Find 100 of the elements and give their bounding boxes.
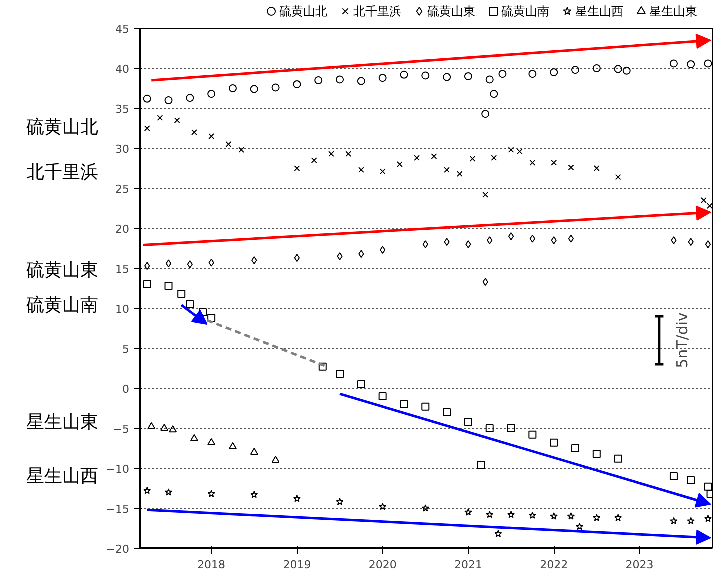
point xyxy=(228,84,237,92)
point xyxy=(157,115,164,122)
y-tick-label: 35 xyxy=(116,103,130,116)
y-tick-label: −20 xyxy=(106,543,130,556)
point xyxy=(567,512,576,520)
point xyxy=(670,517,678,525)
point xyxy=(378,392,387,400)
point xyxy=(704,514,712,522)
point xyxy=(576,522,584,530)
point xyxy=(191,130,198,136)
point xyxy=(314,76,323,84)
point xyxy=(250,85,258,94)
point xyxy=(346,151,352,158)
point xyxy=(311,158,318,164)
point xyxy=(507,424,516,432)
point xyxy=(208,258,214,267)
point xyxy=(671,236,677,244)
point xyxy=(396,162,403,168)
point xyxy=(528,430,537,439)
point xyxy=(431,154,438,160)
legend-label: 星生山西 xyxy=(576,4,624,18)
point xyxy=(470,156,476,162)
point xyxy=(336,370,344,378)
point xyxy=(160,424,168,432)
point xyxy=(164,96,173,104)
point xyxy=(443,73,452,82)
point xyxy=(380,246,386,254)
point xyxy=(187,260,193,268)
y-tick-label: 45 xyxy=(116,23,130,36)
point xyxy=(486,424,494,432)
point xyxy=(614,454,622,463)
point xyxy=(174,118,180,124)
point xyxy=(615,174,622,180)
point xyxy=(166,260,172,268)
text: 硫黄山東 xyxy=(26,260,98,281)
point xyxy=(551,236,557,244)
text: 硫黄山北 xyxy=(26,117,98,138)
point xyxy=(508,147,514,154)
point xyxy=(528,70,537,78)
point xyxy=(144,262,150,270)
text: 硫黄山南 xyxy=(26,295,98,316)
point xyxy=(422,72,430,80)
point xyxy=(494,530,502,538)
point xyxy=(208,490,216,498)
x-tick-label: 2020 xyxy=(368,558,397,572)
x-tick-label: 2022 xyxy=(540,558,568,572)
point xyxy=(507,510,516,518)
point xyxy=(378,74,387,82)
y-tick-label: 40 xyxy=(116,63,130,76)
point xyxy=(208,90,216,98)
legend-label: 星生山東 xyxy=(650,4,698,18)
point xyxy=(178,290,186,298)
point xyxy=(593,514,601,522)
point xyxy=(614,514,622,522)
y-tick-label: 10 xyxy=(116,303,130,316)
point xyxy=(592,64,601,72)
point xyxy=(294,254,300,262)
y-tick-label: 0 xyxy=(122,383,130,396)
point xyxy=(486,76,494,84)
point xyxy=(444,167,450,174)
point xyxy=(491,155,498,162)
point xyxy=(508,232,514,240)
point xyxy=(482,110,490,118)
point xyxy=(199,308,208,316)
point xyxy=(487,236,493,244)
point xyxy=(143,280,152,288)
point xyxy=(550,438,558,447)
point xyxy=(336,498,344,506)
point xyxy=(528,512,537,520)
point xyxy=(318,362,327,371)
text: 北千里浜 xyxy=(26,162,98,183)
point xyxy=(250,448,258,456)
point xyxy=(336,76,344,84)
point xyxy=(358,167,364,174)
point xyxy=(328,151,334,158)
point xyxy=(444,238,450,246)
point xyxy=(706,203,712,210)
point xyxy=(622,66,631,75)
point xyxy=(143,94,152,103)
x-tick-label: 2021 xyxy=(454,558,482,572)
point xyxy=(490,90,498,98)
point xyxy=(379,502,387,510)
point xyxy=(272,456,280,464)
point xyxy=(357,380,366,388)
point xyxy=(551,160,558,166)
point xyxy=(516,148,523,155)
point xyxy=(294,166,300,172)
annotation: 5nT/div xyxy=(674,312,692,368)
point xyxy=(550,68,558,76)
point xyxy=(144,126,150,132)
x-tick-label: 2023 xyxy=(626,558,654,572)
point xyxy=(226,142,232,148)
point xyxy=(357,77,366,86)
point xyxy=(530,160,536,166)
point xyxy=(169,426,178,433)
point xyxy=(414,155,420,162)
point xyxy=(530,234,536,243)
x-tick-label: 2018 xyxy=(198,558,226,572)
y-tick-label: 5 xyxy=(122,343,130,356)
point xyxy=(687,517,695,525)
